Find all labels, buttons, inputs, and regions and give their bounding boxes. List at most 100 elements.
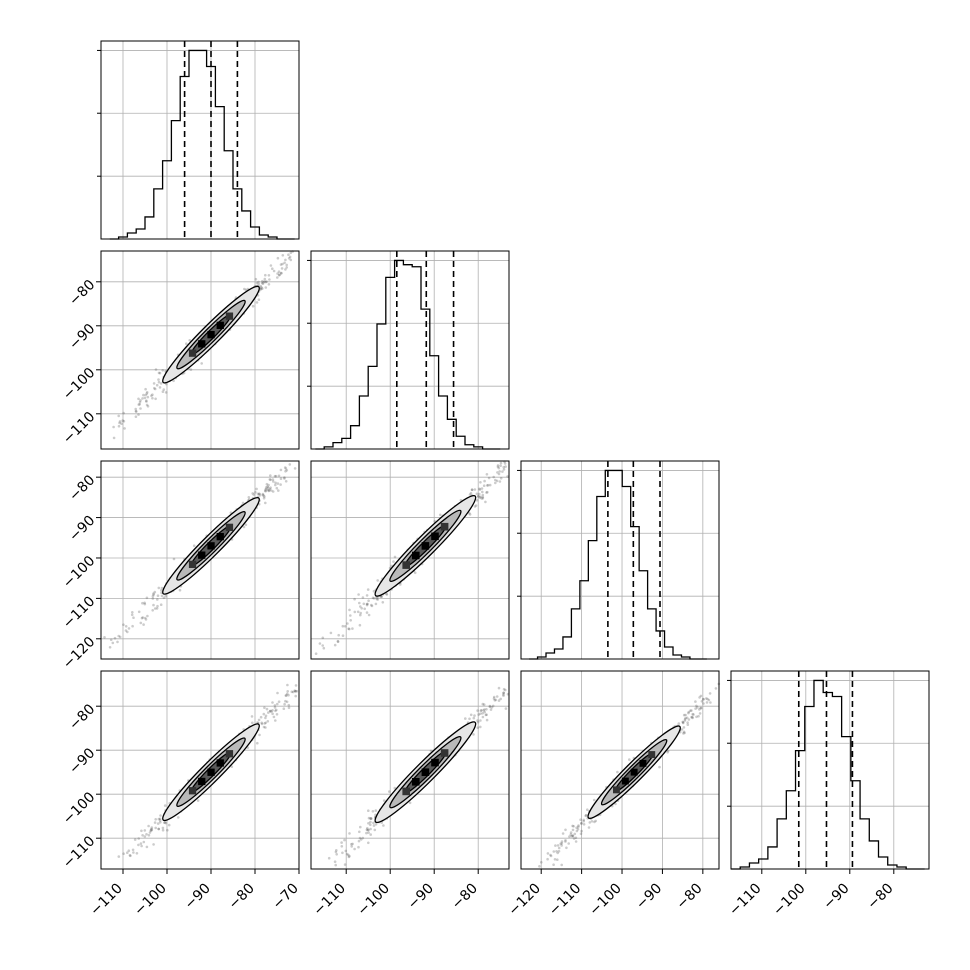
scatter-point (502, 468, 506, 471)
scatter-point (690, 715, 693, 719)
scatter-point (172, 557, 176, 561)
scatter-point (154, 826, 157, 830)
scatter-point (133, 838, 137, 841)
scatter-point (474, 504, 478, 507)
density-cell (440, 522, 449, 531)
scatter-point (138, 402, 141, 406)
scatter-point (486, 484, 489, 487)
y-tick-label: −100 (60, 553, 99, 592)
scatter-point (154, 368, 158, 371)
scatter-point (482, 703, 486, 706)
scatter-point (356, 610, 360, 614)
density-cell (440, 749, 449, 757)
scatter-point (131, 848, 135, 852)
scatter-point (472, 716, 476, 720)
scatter-point (557, 849, 561, 853)
scatter-point (129, 854, 132, 858)
scatter-point (357, 845, 360, 849)
scatter-point (628, 758, 631, 761)
x-tick-label: −80 (673, 881, 705, 913)
scatter-point (382, 799, 386, 802)
scatter-point (343, 625, 347, 628)
density-cell (216, 321, 224, 329)
scatter-point (685, 716, 689, 720)
scatter-point (553, 858, 557, 861)
scatter-point (702, 698, 705, 701)
scatter-point (144, 387, 147, 391)
scatter-point (707, 698, 711, 702)
histogram-step (315, 259, 501, 450)
scatter-point (367, 613, 371, 617)
scatter-point (494, 478, 497, 482)
scatter-point (272, 715, 276, 719)
scatter-point (349, 619, 353, 622)
scatter-point (276, 482, 280, 485)
panel-frame (310, 670, 510, 870)
scatter-point (546, 857, 549, 861)
scatter-point (340, 841, 343, 844)
density-cell (412, 778, 420, 786)
scatter-point (126, 630, 129, 634)
scatter-point (314, 652, 318, 655)
scatter-point (152, 843, 155, 846)
scatter-point (697, 714, 700, 718)
scatter-point (475, 499, 479, 502)
scatter-point (367, 599, 370, 602)
density-cell (630, 768, 638, 776)
scatter-point (556, 858, 559, 861)
scatter-point (259, 287, 263, 291)
scatter-point (349, 614, 352, 617)
scatter-point (372, 589, 376, 593)
scatter-point (702, 702, 705, 705)
scatter-point (538, 865, 541, 868)
scatter-point (283, 476, 286, 479)
scatter-point (275, 713, 279, 716)
scatter-point (382, 824, 385, 827)
scatter-point (148, 831, 152, 834)
scatter-point (584, 814, 587, 818)
scatter-point (369, 833, 373, 836)
x-tick-label: −70 (270, 881, 302, 913)
scatter-point (499, 464, 502, 468)
scatter-point (362, 602, 366, 606)
scatter-point (689, 709, 692, 712)
scatter-point (140, 829, 143, 833)
scatter-point (289, 258, 293, 262)
scatter-point (279, 477, 283, 481)
scatter-point (366, 588, 370, 591)
density-cell (402, 787, 410, 796)
scatter-point (695, 715, 698, 719)
scatter-point (367, 831, 370, 834)
x-tick-label: −80 (226, 881, 258, 913)
histogram-step (529, 469, 707, 660)
scatter-point (294, 694, 298, 698)
scatter-point (137, 413, 140, 416)
scatter-point (257, 718, 261, 722)
scatter-point (263, 489, 267, 493)
scatter-point (571, 824, 574, 828)
scatter-point (122, 419, 126, 423)
scatter-point (255, 741, 259, 745)
scatter-point (163, 804, 167, 807)
scatter-point (269, 486, 272, 490)
scatter-point (358, 601, 361, 605)
scatter-point (230, 765, 234, 768)
density-cell (207, 542, 215, 550)
scatter-point (159, 814, 162, 817)
scatter-point (699, 706, 703, 710)
scatter-point (469, 713, 473, 717)
scatter-point (162, 596, 166, 600)
scatter-point (111, 641, 115, 645)
scatter-point (152, 593, 155, 596)
scatter-point (247, 496, 251, 499)
density-cell (613, 786, 620, 794)
scatter-point (504, 465, 507, 468)
scatter-point (280, 267, 284, 270)
scatter-point (177, 816, 180, 819)
pair-panel-1-2 (310, 460, 510, 660)
density-cell (198, 551, 206, 559)
x-tick-label: −100 (131, 881, 170, 920)
scatter-point (271, 267, 274, 271)
scatter-point (255, 487, 258, 491)
scatter-point (365, 602, 369, 606)
